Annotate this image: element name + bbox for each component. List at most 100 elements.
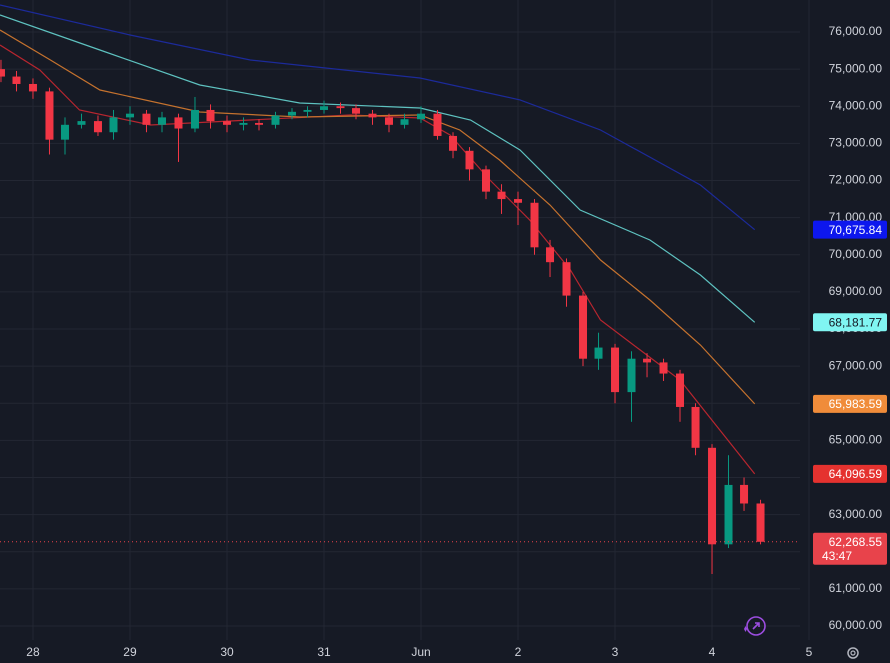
candle-body	[708, 447, 717, 545]
candle-body	[676, 373, 685, 407]
candle	[594, 332, 603, 370]
candle-body	[271, 115, 280, 125]
x-tick-label: 4	[709, 645, 716, 659]
candle	[530, 199, 539, 255]
candle	[417, 106, 426, 123]
candle	[174, 113, 183, 162]
assistant-icon[interactable]	[744, 616, 766, 636]
candle-body	[352, 108, 361, 114]
y-tick-label: 61,000.00	[829, 581, 883, 595]
candle-body	[368, 113, 377, 118]
candle-body	[756, 503, 765, 542]
candle-body	[125, 113, 134, 118]
candle-body	[222, 121, 231, 125]
candle-body	[142, 113, 151, 125]
x-tick-label: 2	[515, 645, 522, 659]
candle-body	[77, 121, 86, 125]
candle	[433, 109, 442, 140]
candle-body	[255, 122, 264, 125]
x-tick-label: 28	[26, 645, 40, 659]
candle	[158, 111, 166, 133]
candle	[352, 104, 361, 120]
candle-body	[320, 106, 328, 110]
candle	[77, 113, 86, 129]
candle-body	[514, 199, 523, 203]
axes: 28293031Jun234560,000.0061,000.0062,000.…	[26, 24, 887, 659]
candle	[287, 108, 296, 120]
candle	[336, 102, 345, 114]
moving-average-line	[0, 4, 756, 231]
candle	[109, 109, 118, 140]
candle	[400, 113, 409, 129]
last-value-label: 70,675.84	[829, 223, 883, 237]
candle	[125, 106, 134, 125]
candle	[497, 184, 506, 214]
candle	[142, 109, 151, 133]
candle-body	[691, 406, 700, 448]
plot-area	[0, 4, 800, 575]
candle	[482, 165, 490, 200]
candle	[449, 132, 458, 159]
candle-body	[449, 135, 458, 151]
moving-average-line	[0, 29, 756, 405]
candle	[60, 117, 69, 155]
x-tick-label: 31	[317, 645, 331, 659]
candle	[93, 115, 102, 136]
x-tick-label: Jun	[411, 645, 430, 659]
candle	[708, 444, 717, 575]
last-value-label: 64,096.59	[829, 467, 883, 481]
candle	[627, 351, 636, 422]
candle-body	[659, 362, 668, 374]
x-tick-label: 5	[806, 645, 813, 659]
candle-body	[627, 358, 636, 393]
x-tick-label: 29	[123, 645, 137, 659]
y-tick-label: 65,000.00	[829, 433, 883, 447]
last-price-box	[813, 532, 887, 565]
x-tick-label: 30	[220, 645, 234, 659]
candle-body	[724, 484, 733, 545]
last-price-label: 62,268.55	[829, 535, 883, 549]
candle	[384, 113, 393, 133]
candle-body	[239, 122, 248, 125]
candle-body	[562, 262, 571, 296]
last-value-label: 65,983.59	[829, 397, 883, 411]
last-value-label: 68,181.77	[829, 315, 883, 329]
candle-body	[643, 358, 652, 363]
candle	[579, 291, 588, 367]
candle	[12, 70, 21, 92]
candle-body	[384, 117, 393, 125]
y-tick-label: 69,000.00	[829, 284, 883, 298]
y-tick-label: 74,000.00	[829, 98, 883, 112]
candle-body	[174, 117, 183, 129]
x-tick-label: 3	[612, 645, 619, 659]
candle-body	[60, 124, 69, 140]
candle-body	[579, 295, 588, 359]
candle-body	[417, 113, 426, 120]
last-value-box	[813, 313, 887, 332]
candle-body	[303, 109, 312, 112]
candle-body	[45, 91, 54, 140]
y-tick-label: 76,000.00	[829, 24, 883, 38]
candle	[611, 343, 620, 404]
candle-body	[109, 117, 118, 133]
candle	[222, 115, 231, 133]
candle	[740, 477, 749, 511]
moving-average-line	[0, 14, 756, 323]
y-tick-label: 67,000.00	[829, 358, 883, 372]
candle	[255, 119, 264, 131]
candle	[659, 358, 668, 381]
candle-body	[28, 83, 37, 92]
candle	[691, 403, 700, 456]
candle-body	[497, 191, 506, 200]
candle	[239, 117, 248, 131]
candle	[45, 87, 54, 155]
candle-body	[190, 109, 199, 129]
candle	[643, 353, 652, 378]
candle	[320, 100, 328, 114]
countdown-label: 43:47	[822, 549, 852, 563]
candle	[514, 191, 523, 226]
settings-icon[interactable]	[847, 647, 859, 659]
candle-body	[158, 117, 166, 125]
